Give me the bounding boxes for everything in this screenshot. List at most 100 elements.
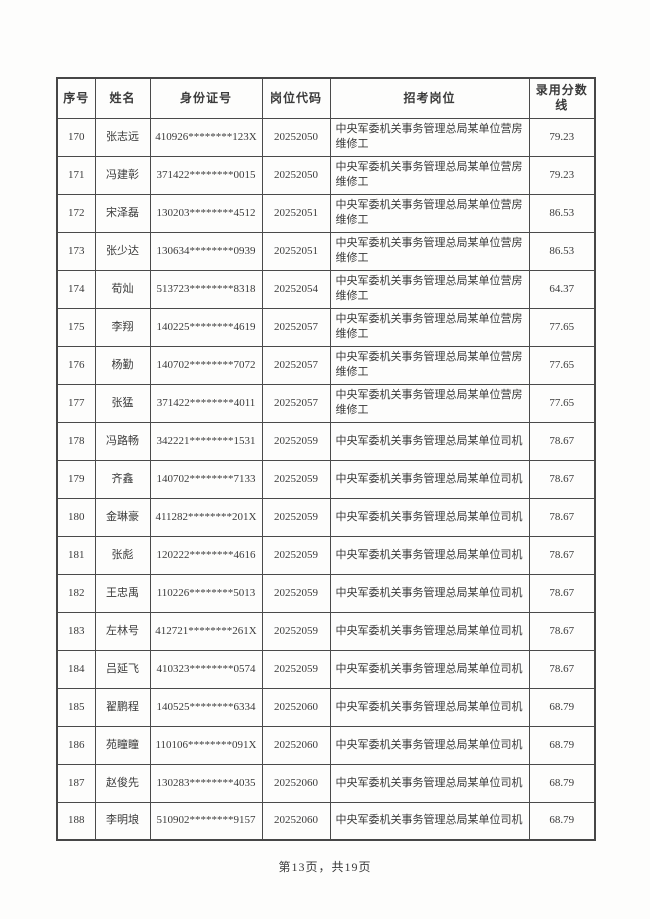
cell-id-number: 411282********201X (149, 497, 263, 537)
table-row: 186 苑瞳瞳 110106********091X 20252060 中央军委机关事务… (56, 725, 596, 765)
cell-id-number: 510902********9157 (149, 801, 263, 841)
table-row: 172 宋泽磊 130203********4512 20252051 中央军委机关事务… (56, 193, 596, 233)
table-row: 184 吕延飞 410323********0574 20252059 中央军委机关事务… (56, 649, 596, 689)
cell-name: 苑瞳瞳 (94, 725, 151, 765)
table-row: 177 张猛 371422********4011 20252057 中央军委机关事务管… (56, 383, 596, 423)
cell-name: 金琳豪 (94, 497, 151, 537)
cell-id-number: 120222********4616 (149, 535, 263, 575)
cell-name: 翟鹏程 (94, 687, 151, 727)
cell-score: 79.23 (528, 155, 596, 195)
table-row: 175 李翔 140225********4619 20252057 中央军委机关事务管… (56, 307, 596, 347)
cell-position: 中央军委机关事务管理总局某单位营房维修工 (329, 269, 530, 309)
cell-score: 86.53 (528, 231, 596, 271)
cell-score: 78.67 (528, 611, 596, 651)
cell-position: 中央军委机关事务管理总局某单位司机 (329, 421, 530, 461)
cell-id-number: 110226********5013 (149, 573, 263, 613)
cell-index: 187 (56, 763, 96, 803)
table-row: 171 冯建彰 371422********0015 20252050 中央军委机关事务… (56, 155, 596, 195)
cell-position-code: 20252059 (261, 649, 331, 689)
cell-id-number: 130634********0939 (149, 231, 263, 271)
cell-score: 77.65 (528, 345, 596, 385)
cell-score: 78.67 (528, 421, 596, 461)
cell-position: 中央军委机关事务管理总局某单位司机 (329, 459, 530, 499)
table-row: 187 赵俊先 130283********4035 20252060 中央军委机关事务… (56, 763, 596, 803)
cell-index: 186 (56, 725, 96, 765)
cell-id-number: 130203********4512 (149, 193, 263, 233)
results-table: 序号 姓名 身份证号 岗位代码 招考岗位 录用分数线 170 张志远 410926*… (56, 77, 596, 841)
cell-position: 中央军委机关事务管理总局某单位营房维修工 (329, 155, 530, 195)
header-name: 姓名 (94, 77, 151, 119)
cell-position-code: 20252054 (261, 269, 331, 309)
cell-name: 吕延飞 (94, 649, 151, 689)
cell-score: 64.37 (528, 269, 596, 309)
header-position: 招考岗位 (329, 77, 530, 119)
cell-position: 中央军委机关事务管理总局某单位司机 (329, 687, 530, 727)
cell-position-code: 20252059 (261, 611, 331, 651)
cell-index: 171 (56, 155, 96, 195)
cell-position-code: 20252060 (261, 801, 331, 841)
results-table-header: 序号 姓名 身份证号 岗位代码 招考岗位 录用分数线 (56, 77, 596, 119)
cell-index: 170 (56, 117, 96, 157)
cell-position: 中央军委机关事务管理总局某单位司机 (329, 497, 530, 537)
table-row: 173 张少达 130634********0939 20252051 中央军委机关事务… (56, 231, 596, 271)
cell-index: 176 (56, 345, 96, 385)
cell-index: 180 (56, 497, 96, 537)
cell-index: 178 (56, 421, 96, 461)
cell-id-number: 412721********261X (149, 611, 263, 651)
cell-score: 86.53 (528, 193, 596, 233)
cell-position-code: 20252059 (261, 421, 331, 461)
cell-position: 中央军委机关事务管理总局某单位司机 (329, 611, 530, 651)
cell-name: 李翔 (94, 307, 151, 347)
header-index: 序号 (56, 77, 96, 119)
cell-score: 68.79 (528, 763, 596, 803)
cell-position-code: 20252051 (261, 231, 331, 271)
cell-position: 中央军委机关事务管理总局某单位营房维修工 (329, 231, 530, 271)
table-row: 182 王忠禹 110226********5013 20252059 中央军委机关事务… (56, 573, 596, 613)
cell-position: 中央军委机关事务管理总局某单位营房维修工 (329, 345, 530, 385)
table-row: 170 张志远 410926********123X 20252050 中央军委机关事务… (56, 117, 596, 157)
cell-position: 中央军委机关事务管理总局某单位营房维修工 (329, 117, 530, 157)
cell-name: 冯路畅 (94, 421, 151, 461)
cell-index: 179 (56, 459, 96, 499)
cell-name: 冯建彰 (94, 155, 151, 195)
cell-index: 173 (56, 231, 96, 271)
cell-position-code: 20252059 (261, 573, 331, 613)
cell-index: 185 (56, 687, 96, 727)
cell-name: 李明埌 (94, 801, 151, 841)
page-footer: 第13页，共19页 (278, 860, 372, 874)
cell-name: 宋泽磊 (94, 193, 151, 233)
results-table-body: 170 张志远 410926********123X 20252050 中央军委机关事务… (56, 117, 596, 841)
header-row: 序号 姓名 身份证号 岗位代码 招考岗位 录用分数线 (56, 77, 596, 119)
cell-id-number: 410323********0574 (149, 649, 263, 689)
table-row: 181 张彪 120222********4616 20252059 中央军委机关事务管… (56, 535, 596, 575)
cell-position-code: 20252059 (261, 497, 331, 537)
cell-position-code: 20252060 (261, 725, 331, 765)
cell-score: 77.65 (528, 383, 596, 423)
cell-name: 张志远 (94, 117, 151, 157)
cell-position: 中央军委机关事务管理总局某单位司机 (329, 763, 530, 803)
cell-name: 杨勤 (94, 345, 151, 385)
cell-id-number: 130283********4035 (149, 763, 263, 803)
table-row: 179 齐鑫 140702********7133 20252059 中央军委机关事务管… (56, 459, 596, 499)
cell-name: 赵俊先 (94, 763, 151, 803)
cell-index: 181 (56, 535, 96, 575)
cell-score: 78.67 (528, 497, 596, 537)
cell-id-number: 140225********4619 (149, 307, 263, 347)
cell-score: 78.67 (528, 649, 596, 689)
table-row: 183 左林号 412721********261X 20252059 中央军委机关事务… (56, 611, 596, 651)
cell-index: 188 (56, 801, 96, 841)
cell-score: 78.67 (528, 535, 596, 575)
table-row: 174 荀灿 513723********8318 20252054 中央军委机关事务管… (56, 269, 596, 309)
cell-index: 184 (56, 649, 96, 689)
cell-id-number: 371422********4011 (149, 383, 263, 423)
cell-name: 王忠禹 (94, 573, 151, 613)
cell-name: 张彪 (94, 535, 151, 575)
cell-position-code: 20252057 (261, 307, 331, 347)
cell-position-code: 20252051 (261, 193, 331, 233)
cell-score: 68.79 (528, 687, 596, 727)
cell-id-number: 140702********7133 (149, 459, 263, 499)
header-id-number: 身份证号 (149, 77, 263, 119)
cell-index: 174 (56, 269, 96, 309)
cell-name: 左林号 (94, 611, 151, 651)
table-row: 188 李明埌 510902********9157 20252060 中央军委机关事务… (56, 801, 596, 841)
